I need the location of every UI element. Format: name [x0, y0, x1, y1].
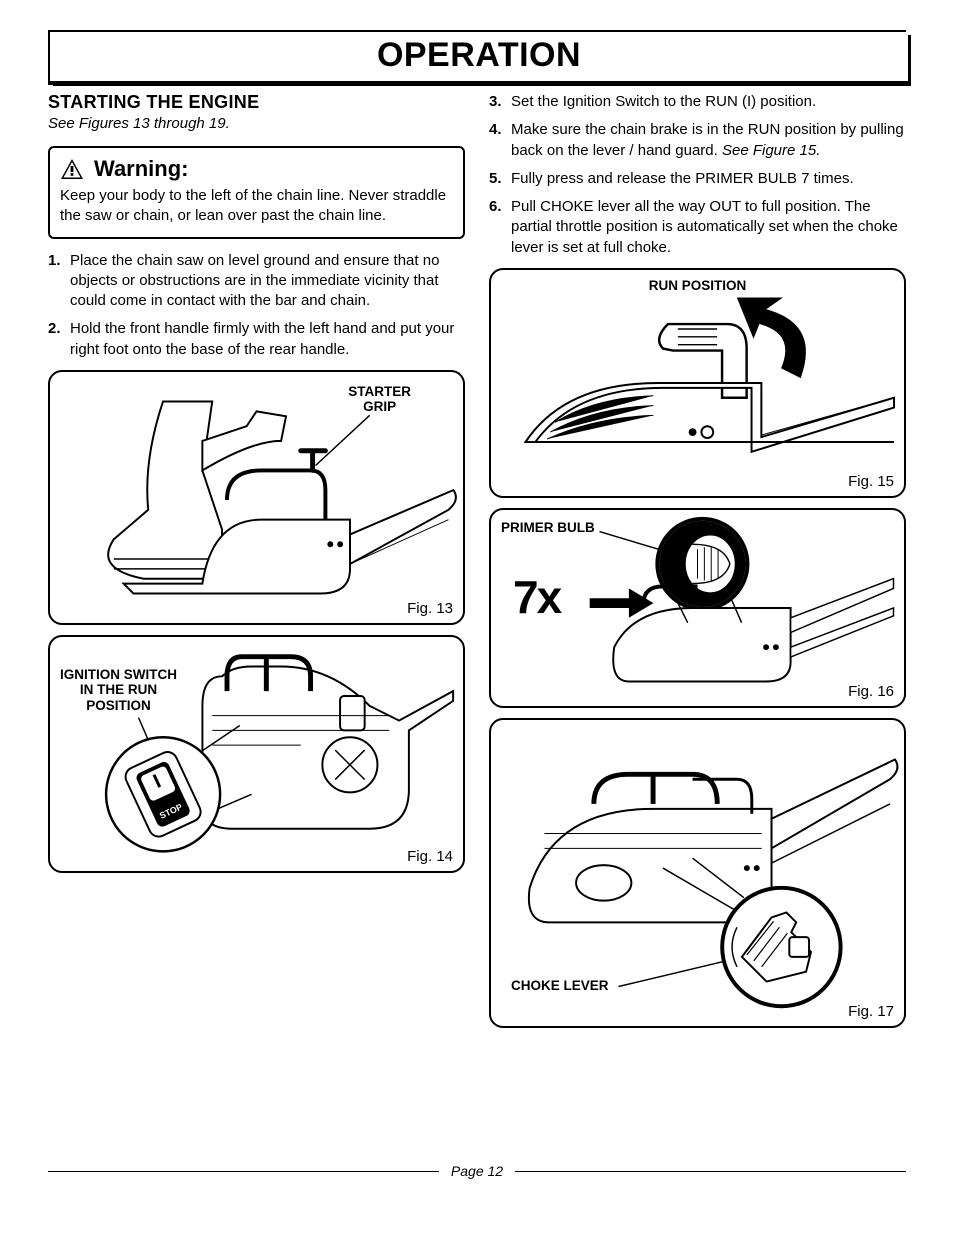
caption-fig15: Fig. 15	[848, 473, 894, 490]
step-text: Pull CHOKE lever all the way OUT to full…	[511, 197, 906, 258]
heading-starting-engine: STARTING THE ENGINE	[48, 92, 465, 113]
label-7x: 7x	[513, 570, 560, 624]
figure-15: RUN POSITION	[489, 268, 906, 498]
caption-fig13: Fig. 13	[407, 600, 453, 617]
left-column: STARTING THE ENGINE See Figures 13 throu…	[48, 92, 465, 1028]
step-text: Set the Ignition Switch to the RUN (I) p…	[511, 92, 906, 112]
figure-16: PRIMER BULB 7x	[489, 508, 906, 708]
warning-body: Keep your body to the left of the chain …	[60, 186, 453, 227]
step-text: Place the chain saw on level ground and …	[70, 251, 465, 312]
right-column: 3. Set the Ignition Switch to the RUN (I…	[489, 92, 906, 1028]
figure-13: STARTER GRIP	[48, 370, 465, 625]
step-4: 4. Make sure the chain brake is in the R…	[489, 120, 906, 161]
caption-fig16: Fig. 16	[848, 683, 894, 700]
page-number: Page 12	[451, 1163, 503, 1179]
label-choke-lever: CHOKE LEVER	[511, 978, 609, 994]
step-number: 2.	[48, 319, 70, 360]
caption-fig14: Fig. 14	[407, 848, 453, 865]
step-number: 4.	[489, 120, 511, 161]
step-3: 3. Set the Ignition Switch to the RUN (I…	[489, 92, 906, 112]
warning-header: Warning:	[60, 156, 453, 182]
step-number: 5.	[489, 169, 511, 189]
warning-box: Warning: Keep your body to the left of t…	[48, 146, 465, 239]
step-text-main: Make sure the chain brake is in the RUN …	[511, 121, 904, 158]
step-text: Make sure the chain brake is in the RUN …	[511, 120, 906, 161]
label-run-position: RUN POSITION	[491, 278, 904, 294]
step-5: 5. Fully press and release the PRIMER BU…	[489, 169, 906, 189]
right-steps-list: 3. Set the Ignition Switch to the RUN (I…	[489, 92, 906, 258]
footer-rule-right	[515, 1171, 906, 1172]
label-ignition-switch: IGNITION SWITCH IN THE RUN POSITION	[60, 667, 177, 714]
page-footer: Page 12	[48, 1163, 906, 1179]
warning-title: Warning:	[94, 156, 189, 182]
figure-14: IGNITION SWITCH IN THE RUN POSITION	[48, 635, 465, 873]
left-steps-list: 1. Place the chain saw on level ground a…	[48, 251, 465, 360]
step-number: 3.	[489, 92, 511, 112]
two-column-layout: STARTING THE ENGINE See Figures 13 throu…	[48, 92, 906, 1028]
step-1: 1. Place the chain saw on level ground a…	[48, 251, 465, 312]
step-text: Hold the front handle firmly with the le…	[70, 319, 465, 360]
footer-rule-left	[48, 1171, 439, 1172]
step-text-ref: See Figure 15.	[722, 142, 820, 159]
step-6: 6. Pull CHOKE lever all the way OUT to f…	[489, 197, 906, 258]
section-title-inner: OPERATION	[50, 32, 908, 83]
figure-17: CHOKE LEVER	[489, 718, 906, 1028]
step-text: Fully press and release the PRIMER BULB …	[511, 169, 906, 189]
warning-triangle-icon	[60, 158, 84, 180]
step-number: 1.	[48, 251, 70, 312]
label-primer-bulb: PRIMER BULB	[501, 520, 595, 536]
step-number: 6.	[489, 197, 511, 258]
step-2: 2. Hold the front handle firmly with the…	[48, 319, 465, 360]
subref-figures: See Figures 13 through 19.	[48, 115, 465, 132]
section-title-box: OPERATION	[48, 30, 906, 85]
illustration-fig15	[491, 270, 904, 496]
section-title: OPERATION	[50, 36, 908, 75]
caption-fig17: Fig. 17	[848, 1003, 894, 1020]
label-starter-grip: STARTER GRIP	[348, 384, 411, 415]
